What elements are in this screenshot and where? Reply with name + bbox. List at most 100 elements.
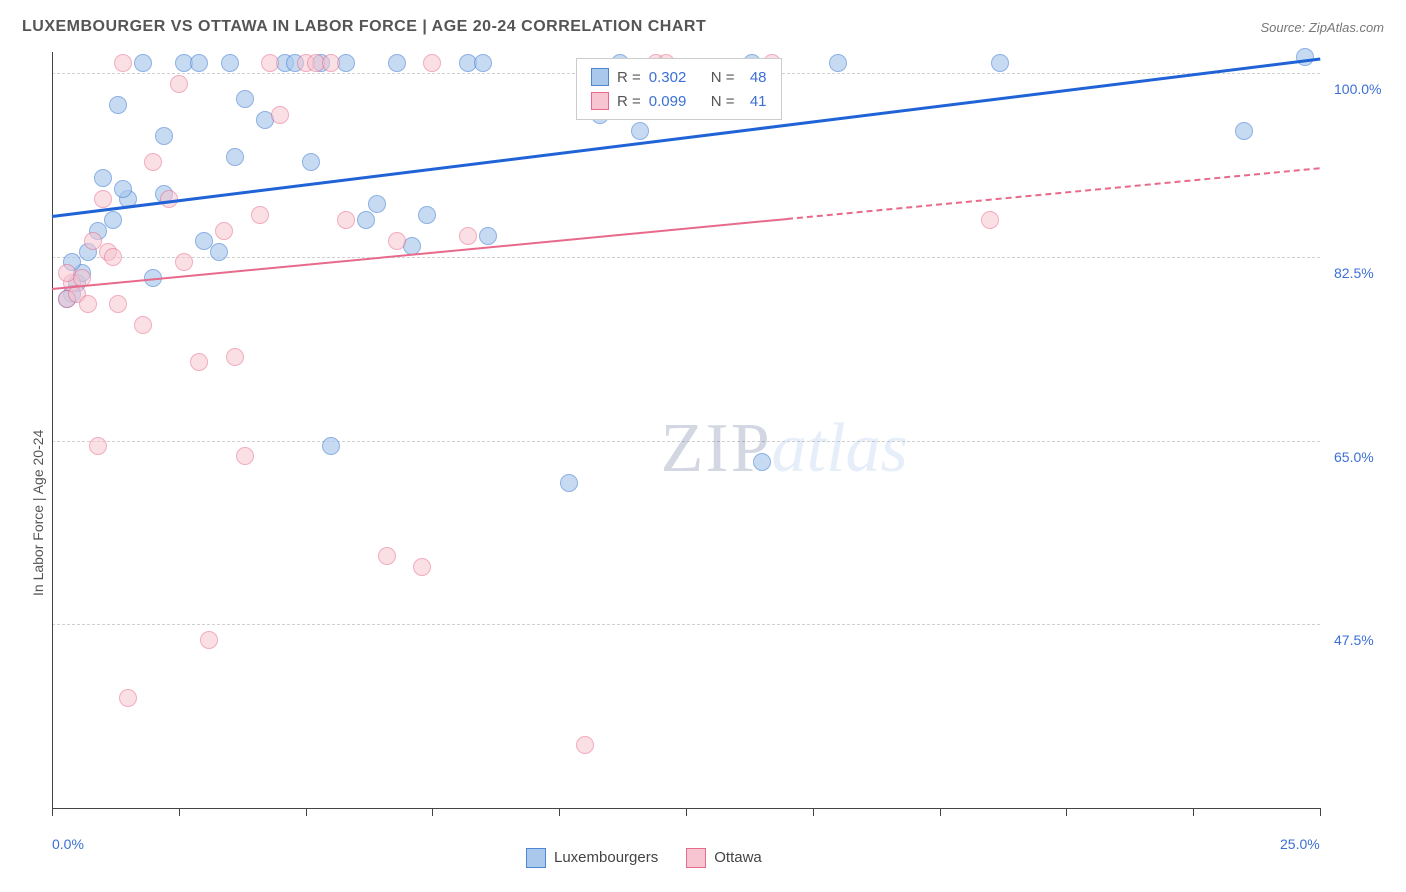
data-point bbox=[104, 248, 122, 266]
data-point bbox=[79, 295, 97, 313]
data-point bbox=[109, 295, 127, 313]
x-tick bbox=[686, 808, 687, 816]
data-point bbox=[560, 474, 578, 492]
data-point bbox=[175, 253, 193, 271]
trend-line bbox=[787, 167, 1320, 220]
legend-swatch bbox=[591, 92, 609, 110]
data-point bbox=[479, 227, 497, 245]
data-point bbox=[1235, 122, 1253, 140]
data-point bbox=[459, 227, 477, 245]
data-point bbox=[378, 547, 396, 565]
legend-swatch bbox=[591, 68, 609, 86]
legend-n-value: 41 bbox=[743, 93, 767, 110]
y-axis-title: In Labor Force | Age 20-24 bbox=[30, 430, 46, 596]
data-point bbox=[413, 558, 431, 576]
grid-line bbox=[52, 624, 1320, 625]
source-label: Source: ZipAtlas.com bbox=[1260, 20, 1384, 35]
x-tick bbox=[1320, 808, 1321, 816]
grid-line bbox=[52, 257, 1320, 258]
data-point bbox=[114, 180, 132, 198]
chart-title: LUXEMBOURGER VS OTTAWA IN LABOR FORCE | … bbox=[22, 18, 706, 36]
trend-line bbox=[52, 218, 788, 290]
data-point bbox=[474, 54, 492, 72]
legend-r-value: 0.302 bbox=[649, 69, 697, 86]
data-point bbox=[981, 211, 999, 229]
y-tick-label: 47.5% bbox=[1334, 632, 1374, 648]
data-point bbox=[423, 54, 441, 72]
plot-area: 47.5%65.0%82.5%100.0%0.0%25.0% bbox=[52, 52, 1320, 808]
data-point bbox=[302, 153, 320, 171]
data-point bbox=[190, 54, 208, 72]
x-tick bbox=[432, 808, 433, 816]
series-legend-item: Ottawa bbox=[686, 848, 762, 868]
data-point bbox=[322, 54, 340, 72]
data-point bbox=[576, 736, 594, 754]
data-point bbox=[134, 54, 152, 72]
data-point bbox=[261, 54, 279, 72]
data-point bbox=[418, 206, 436, 224]
series-legend: Luxembourgers Ottawa bbox=[526, 848, 762, 868]
y-axis-line bbox=[52, 52, 53, 808]
data-point bbox=[357, 211, 375, 229]
legend-n-label: N = bbox=[711, 69, 735, 86]
data-point bbox=[368, 195, 386, 213]
data-point bbox=[753, 453, 771, 471]
x-tick bbox=[179, 808, 180, 816]
data-point bbox=[991, 54, 1009, 72]
data-point bbox=[144, 153, 162, 171]
legend-swatch bbox=[686, 848, 706, 868]
data-point bbox=[114, 54, 132, 72]
data-point bbox=[210, 243, 228, 261]
data-point bbox=[134, 316, 152, 334]
legend-r-label: R = bbox=[617, 69, 641, 86]
series-name: Ottawa bbox=[714, 849, 762, 866]
data-point bbox=[109, 96, 127, 114]
data-point bbox=[170, 75, 188, 93]
data-point bbox=[226, 148, 244, 166]
legend-n-label: N = bbox=[711, 93, 735, 110]
legend-swatch bbox=[526, 848, 546, 868]
data-point bbox=[337, 211, 355, 229]
data-point bbox=[226, 348, 244, 366]
data-point bbox=[322, 437, 340, 455]
data-point bbox=[271, 106, 289, 124]
stats-legend-row: R = 0.099 N = 41 bbox=[591, 89, 767, 113]
x-tick bbox=[559, 808, 560, 816]
x-tick bbox=[52, 808, 53, 816]
data-point bbox=[388, 54, 406, 72]
data-point bbox=[200, 631, 218, 649]
x-tick bbox=[813, 808, 814, 816]
data-point bbox=[215, 222, 233, 240]
grid-line bbox=[52, 441, 1320, 442]
data-point bbox=[221, 54, 239, 72]
data-point bbox=[89, 437, 107, 455]
data-point bbox=[94, 169, 112, 187]
data-point bbox=[388, 232, 406, 250]
data-point bbox=[1296, 48, 1314, 66]
data-point bbox=[119, 689, 137, 707]
legend-r-label: R = bbox=[617, 93, 641, 110]
x-tick bbox=[940, 808, 941, 816]
legend-n-value: 48 bbox=[743, 69, 767, 86]
data-point bbox=[155, 127, 173, 145]
series-name: Luxembourgers bbox=[554, 849, 658, 866]
y-tick-label: 100.0% bbox=[1334, 81, 1381, 97]
y-tick-label: 65.0% bbox=[1334, 449, 1374, 465]
data-point bbox=[236, 90, 254, 108]
x-tick bbox=[306, 808, 307, 816]
data-point bbox=[251, 206, 269, 224]
data-point bbox=[104, 211, 122, 229]
x-tick bbox=[1066, 808, 1067, 816]
data-point bbox=[236, 447, 254, 465]
data-point bbox=[190, 353, 208, 371]
x-tick-label: 0.0% bbox=[52, 836, 84, 852]
x-tick-label: 25.0% bbox=[1280, 836, 1320, 852]
data-point bbox=[631, 122, 649, 140]
data-point bbox=[94, 190, 112, 208]
legend-r-value: 0.099 bbox=[649, 93, 697, 110]
data-point bbox=[829, 54, 847, 72]
series-legend-item: Luxembourgers bbox=[526, 848, 658, 868]
stats-legend: R = 0.302 N = 48 R = 0.099 N = 41 bbox=[576, 58, 782, 120]
x-tick bbox=[1193, 808, 1194, 816]
stats-legend-row: R = 0.302 N = 48 bbox=[591, 65, 767, 89]
